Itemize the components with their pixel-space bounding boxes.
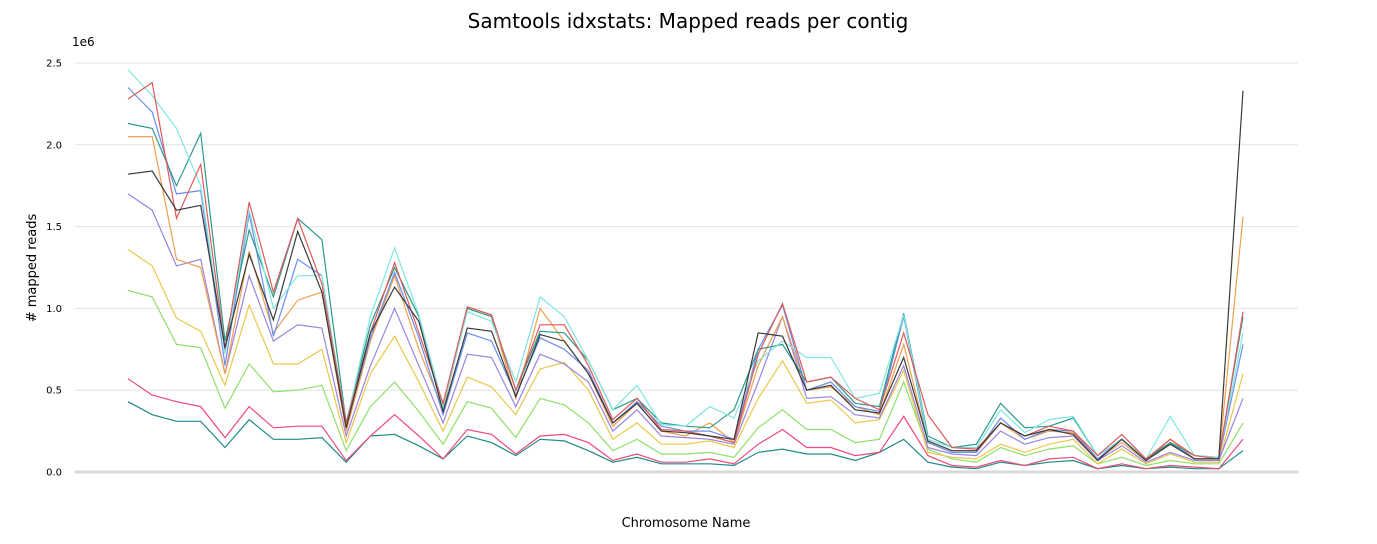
- series-line: [127, 401, 1244, 470]
- y-axis-label: # mapped reads: [25, 213, 40, 322]
- series-line: [127, 289, 1244, 467]
- y-offset-label: 1e6: [72, 35, 95, 49]
- y-tick-label: 2.0: [46, 140, 62, 151]
- series-line: [127, 378, 1244, 470]
- series-line: [127, 90, 1244, 462]
- series-line: [127, 69, 1244, 460]
- y-tick-label: 1.5: [46, 222, 62, 233]
- series-line: [128, 136, 1244, 462]
- y-tick-label: 0.0: [46, 468, 62, 479]
- x-axis-label: Chromosome Name: [622, 516, 751, 531]
- y-tick-label: 2.5: [46, 59, 62, 70]
- series-line: [127, 81, 1244, 460]
- series-line: [127, 193, 1244, 463]
- y-tick-label: 0.5: [46, 386, 62, 397]
- y-tick-label: 1.0: [46, 304, 62, 315]
- chart-title: Samtools idxstats: Mapped reads per cont…: [468, 9, 909, 33]
- series-line: [127, 122, 1244, 460]
- series-line: [127, 87, 1244, 462]
- series-line: [127, 249, 1244, 465]
